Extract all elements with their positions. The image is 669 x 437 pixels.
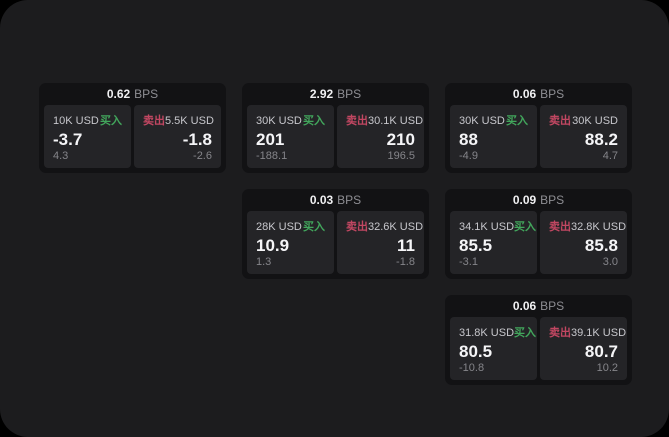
buy-sub-value: 1.3 [256, 256, 272, 268]
buy-panel[interactable]: 28K USD 买入 10.9 1.3 [247, 211, 334, 274]
sell-price: 80.7 [584, 342, 618, 362]
panels-row: 30K USD 买入 201 -188.1 卖出 30.1K USD 210 1… [242, 103, 429, 173]
sell-label: 卖出 [549, 327, 571, 340]
panels-row: 34.1K USD 买入 85.5 -3.1 卖出 32.8K USD 85.8… [445, 209, 632, 279]
panels-row: 30K USD 买入 88 -4.9 卖出 30K USD 88.2 4.7 [445, 103, 632, 173]
buy-sub-value: -3.1 [459, 256, 478, 268]
sell-amount: 5.5K USD [165, 115, 214, 128]
buy-panel[interactable]: 10K USD 买入 -3.7 4.3 [44, 105, 131, 168]
quote-cards-grid: 0.62 BPS 10K USD 买入 -3.7 4.3 卖出 5.5K USD [39, 83, 632, 385]
bps-header: 0.62 BPS [39, 83, 226, 103]
quote-card: 0.62 BPS 10K USD 买入 -3.7 4.3 卖出 5.5K USD [39, 83, 226, 173]
panels-row: 31.8K USD 买入 80.5 -10.8 卖出 39.1K USD 80.… [445, 315, 632, 385]
bps-header: 0.06 BPS [445, 295, 632, 315]
buy-price: 88 [459, 130, 478, 150]
bps-value: 0.06 [512, 299, 537, 314]
buy-panel[interactable]: 34.1K USD 买入 85.5 -3.1 [450, 211, 537, 274]
bps-header: 0.06 BPS [445, 83, 632, 103]
sell-amount: 39.1K USD [571, 327, 627, 340]
buy-price: -3.7 [53, 130, 83, 150]
bps-header: 2.92 BPS [242, 83, 429, 103]
panels-row: 28K USD 买入 10.9 1.3 卖出 32.6K USD 11 -1.8 [242, 209, 429, 279]
bps-unit: BPS [540, 87, 565, 102]
buy-label: 买入 [303, 221, 325, 234]
quote-card: 0.06 BPS 31.8K USD 买入 80.5 -10.8 卖出 39.1… [445, 295, 632, 385]
sell-label: 卖出 [143, 115, 165, 128]
sell-panel[interactable]: 卖出 30.1K USD 210 196.5 [337, 105, 424, 168]
bps-value: 2.92 [309, 87, 334, 102]
sell-label: 卖出 [549, 221, 571, 234]
sell-panel[interactable]: 卖出 39.1K USD 80.7 10.2 [540, 317, 627, 380]
buy-amount: 30K USD [459, 115, 505, 128]
bps-unit: BPS [134, 87, 159, 102]
buy-panel[interactable]: 30K USD 买入 201 -188.1 [247, 105, 334, 168]
bps-unit: BPS [337, 193, 362, 208]
buy-sub-value: -188.1 [256, 150, 288, 162]
sell-price: 88.2 [584, 130, 618, 150]
sell-label: 卖出 [346, 221, 368, 234]
sell-amount: 32.8K USD [571, 221, 627, 234]
buy-sub-value: -10.8 [459, 362, 485, 374]
bps-value: 0.03 [309, 193, 334, 208]
buy-amount: 10K USD [53, 115, 99, 128]
sell-panel[interactable]: 卖出 5.5K USD -1.8 -2.6 [134, 105, 221, 168]
sell-sub-value: 3.0 [602, 256, 618, 268]
sell-amount: 32.6K USD [368, 221, 424, 234]
sell-panel[interactable]: 卖出 32.6K USD 11 -1.8 [337, 211, 424, 274]
quote-card: 0.06 BPS 30K USD 买入 88 -4.9 卖出 30K USD [445, 83, 632, 173]
sell-amount: 30.1K USD [368, 115, 424, 128]
buy-price: 85.5 [459, 236, 493, 256]
buy-price: 80.5 [459, 342, 493, 362]
buy-panel[interactable]: 31.8K USD 买入 80.5 -10.8 [450, 317, 537, 380]
sell-price: 11 [397, 236, 415, 256]
bps-value: 0.09 [512, 193, 537, 208]
buy-amount: 31.8K USD [459, 327, 515, 340]
buy-amount: 30K USD [256, 115, 302, 128]
bps-header: 0.03 BPS [242, 189, 429, 209]
sell-sub-value: 196.5 [387, 150, 415, 162]
buy-sub-value: 4.3 [53, 150, 69, 162]
sell-amount: 30K USD [572, 115, 618, 128]
sell-panel[interactable]: 卖出 30K USD 88.2 4.7 [540, 105, 627, 168]
sell-price: 210 [386, 130, 415, 150]
sell-sub-value: 10.2 [596, 362, 618, 374]
bps-unit: BPS [540, 193, 565, 208]
quote-card: 0.03 BPS 28K USD 买入 10.9 1.3 卖出 32.6K US… [242, 189, 429, 279]
quote-card: 2.92 BPS 30K USD 买入 201 -188.1 卖出 30.1K … [242, 83, 429, 173]
sell-panel[interactable]: 卖出 32.8K USD 85.8 3.0 [540, 211, 627, 274]
buy-sub-value: -4.9 [459, 150, 478, 162]
buy-price: 10.9 [256, 236, 290, 256]
buy-label: 买入 [514, 221, 537, 234]
bps-header: 0.09 BPS [445, 189, 632, 209]
sell-sub-value: -1.8 [396, 256, 415, 268]
buy-price: 201 [256, 130, 285, 150]
bps-value: 0.62 [106, 87, 131, 102]
panels-row: 10K USD 买入 -3.7 4.3 卖出 5.5K USD -1.8 -2.… [39, 103, 226, 173]
buy-label: 买入 [514, 327, 537, 340]
sell-price: -1.8 [182, 130, 212, 150]
sell-label: 卖出 [549, 115, 571, 128]
sell-price: 85.8 [584, 236, 618, 256]
buy-label: 买入 [506, 115, 528, 128]
bps-unit: BPS [540, 299, 565, 314]
bps-unit: BPS [337, 87, 362, 102]
buy-panel[interactable]: 30K USD 买入 88 -4.9 [450, 105, 537, 168]
buy-label: 买入 [100, 115, 122, 128]
sell-label: 卖出 [346, 115, 368, 128]
buy-amount: 28K USD [256, 221, 302, 234]
sell-sub-value: -2.6 [193, 150, 212, 162]
bps-value: 0.06 [512, 87, 537, 102]
buy-label: 买入 [303, 115, 325, 128]
sell-sub-value: 4.7 [602, 150, 618, 162]
quote-card: 0.09 BPS 34.1K USD 买入 85.5 -3.1 卖出 32.8K… [445, 189, 632, 279]
buy-amount: 34.1K USD [459, 221, 515, 234]
